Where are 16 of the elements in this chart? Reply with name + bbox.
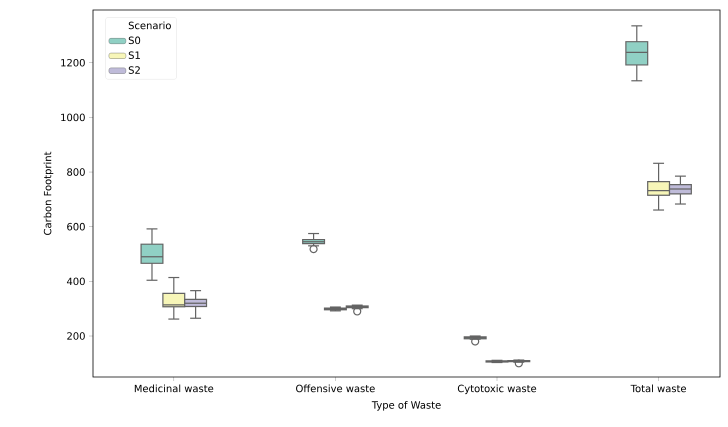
- x-tick-label: Offensive waste: [296, 384, 375, 392]
- y-tick-label: 200: [67, 332, 85, 340]
- y-tick-label: 400: [66, 278, 85, 286]
- y-tick-label: 1000: [61, 114, 85, 122]
- legend-label: S2: [128, 66, 140, 74]
- x-tick-label: Medicinal waste: [134, 384, 214, 392]
- legend-title: Scenario: [128, 22, 171, 30]
- y-tick-label: 600: [67, 222, 85, 230]
- y-tick-label: 800: [67, 168, 85, 176]
- y-axis-title: Carbon Footprint: [44, 152, 54, 235]
- x-tick-label: Total waste: [630, 384, 686, 392]
- x-tick-label: Cytotoxic waste: [458, 384, 536, 394]
- legend-label: S0: [128, 36, 140, 44]
- x-axis-title: Type of Waste: [372, 400, 441, 411]
- y-tick-label: 1200: [61, 58, 85, 67]
- legend-label: S1: [128, 51, 140, 59]
